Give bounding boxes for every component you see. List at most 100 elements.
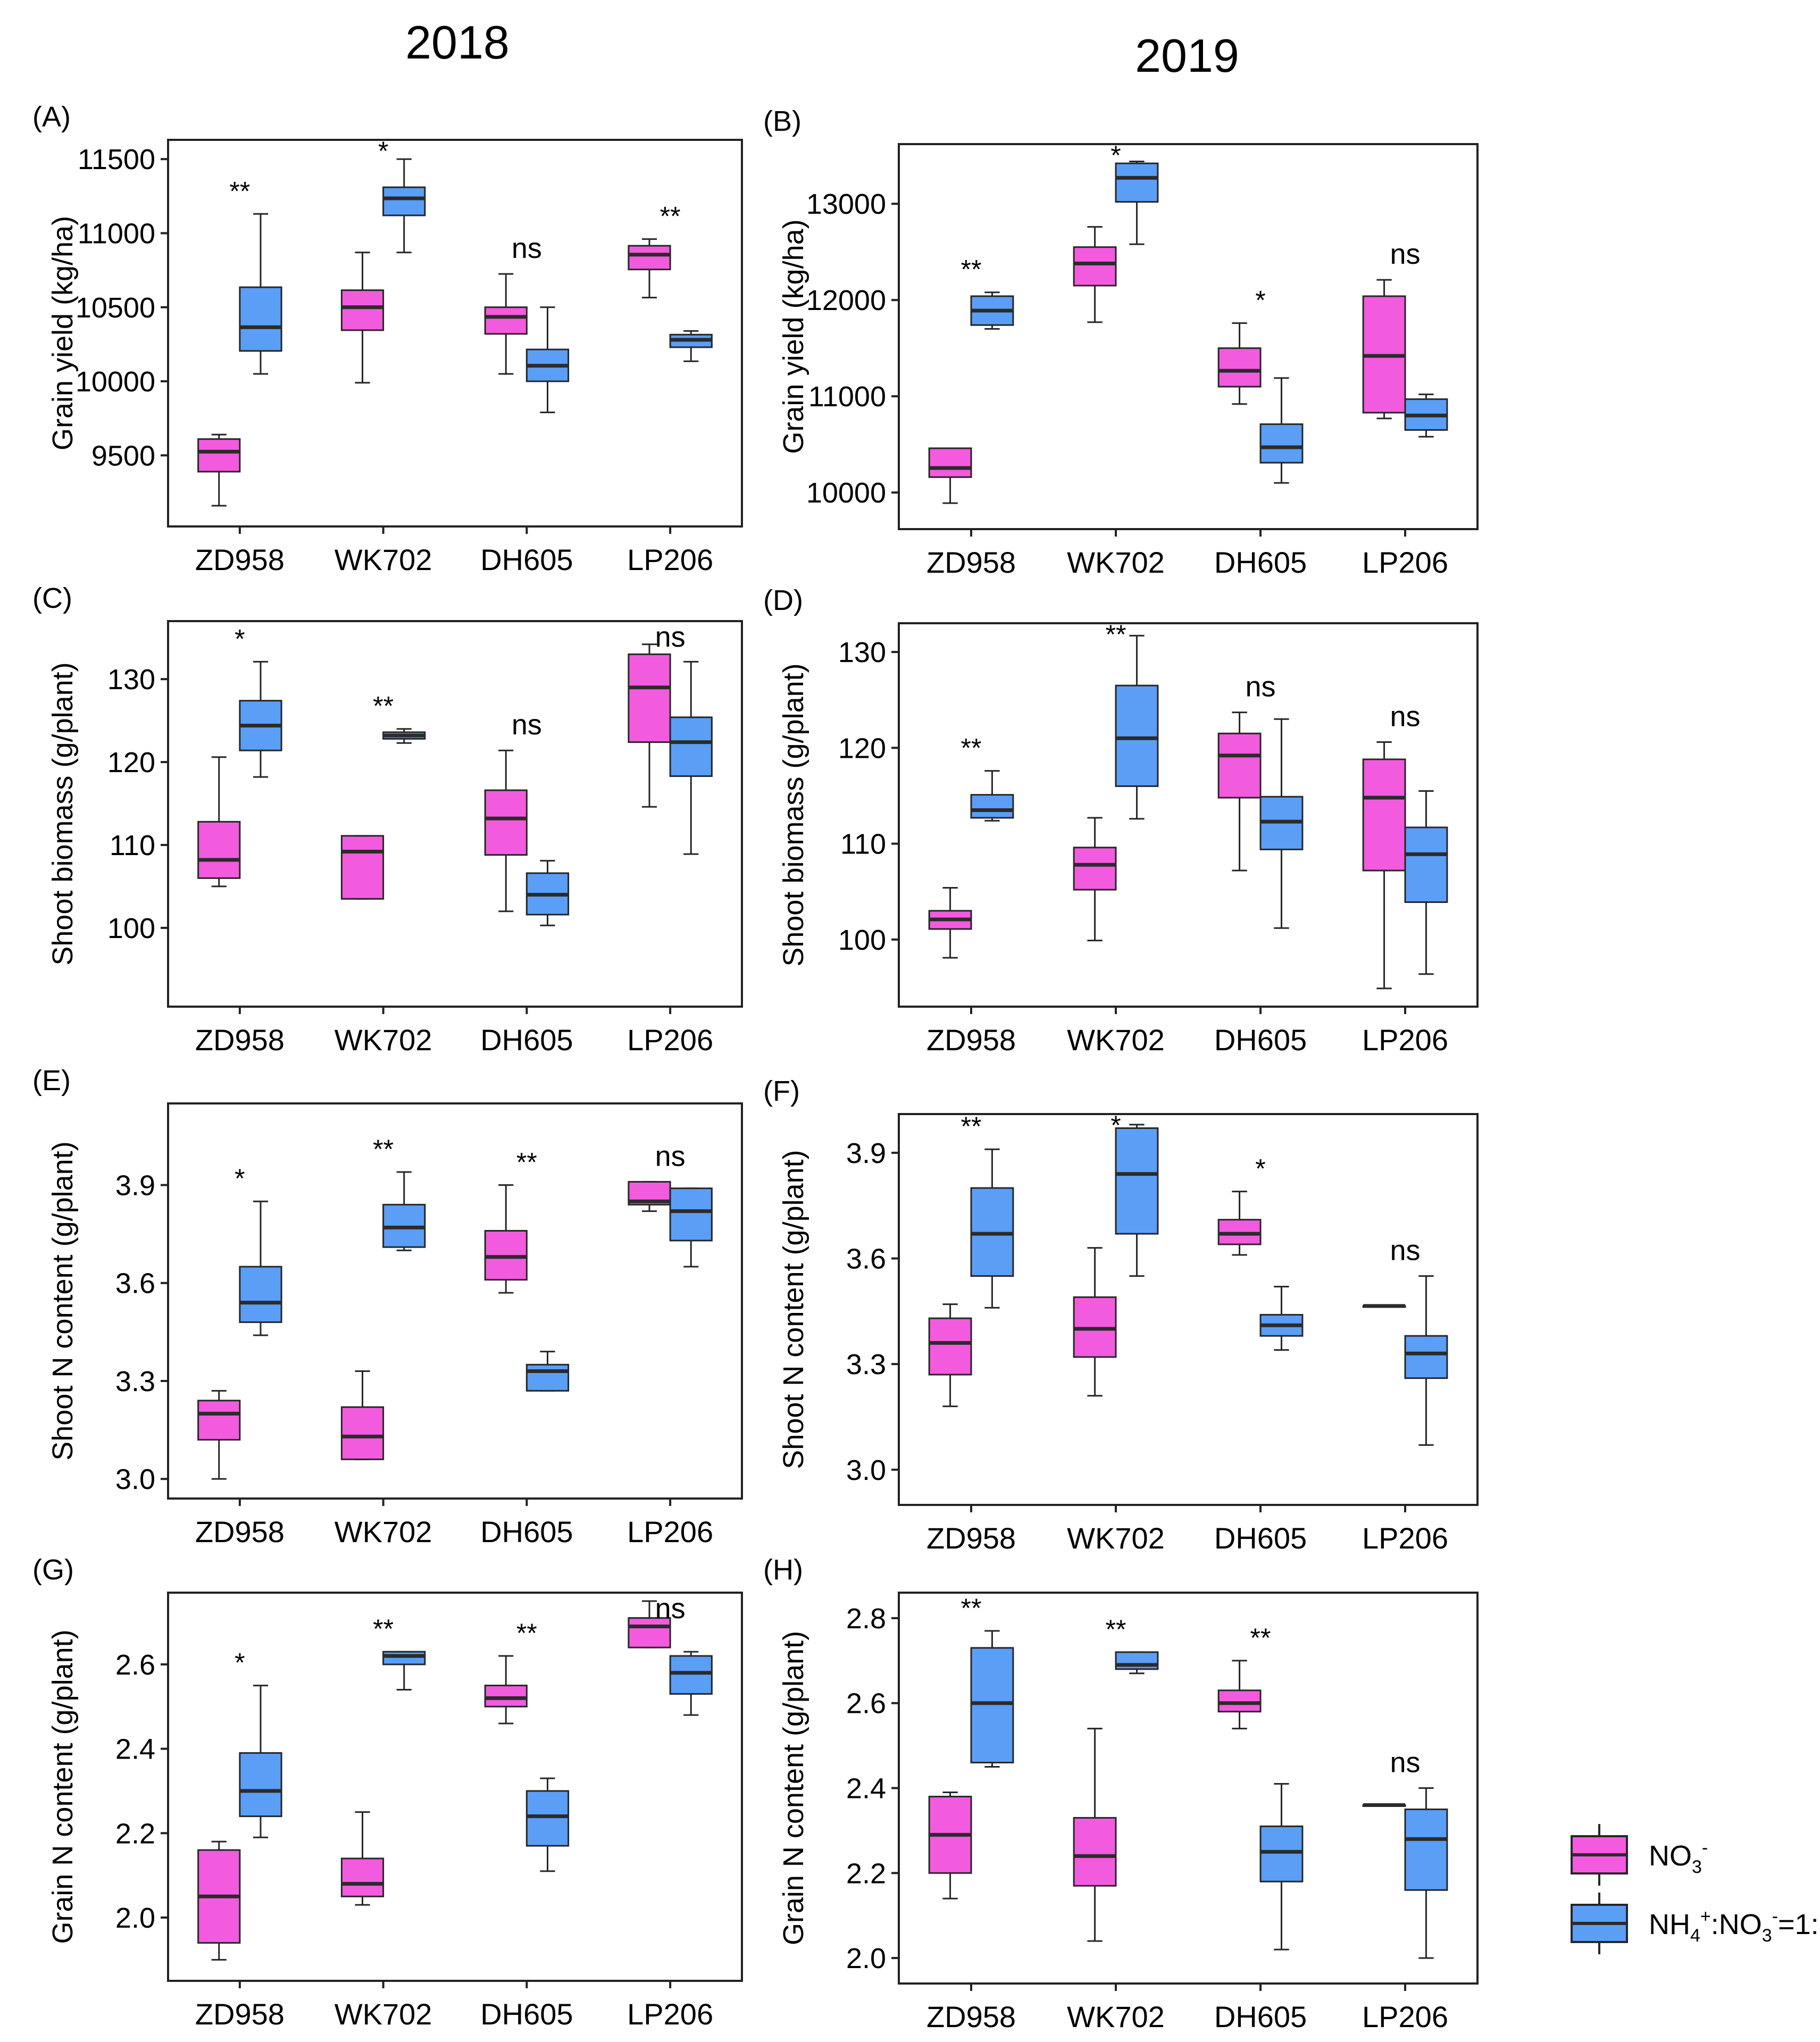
plot-frame	[167, 620, 743, 1008]
significance-label: ns	[1390, 701, 1420, 733]
box-nh4no3-lp206	[1404, 790, 1448, 975]
box-iqr	[1115, 162, 1159, 203]
x-tick-label: DH605	[1214, 2000, 1307, 2033]
box-nh4no3-lp206	[669, 330, 713, 362]
y-tick-label: 2.0	[846, 1943, 886, 1974]
box-iqr	[1217, 347, 1262, 388]
y-tick-label: 3.0	[846, 1454, 886, 1486]
box-iqr	[239, 1752, 282, 1818]
y-tick-label: 110	[840, 828, 886, 860]
y-tick-label: 12000	[806, 284, 886, 316]
box-no3-zd958	[928, 1303, 972, 1408]
box-no3-lp206	[1362, 1803, 1406, 1807]
significance-label: **	[229, 176, 250, 206]
significance-label: *	[235, 1648, 245, 1678]
box-nh4no3-dh605	[1259, 377, 1304, 484]
x-tick-label: WK702	[335, 1023, 432, 1057]
box-iqr	[1073, 1817, 1117, 1887]
y-tick-label: 3.9	[115, 1170, 155, 1202]
y-tick-label: 130	[838, 637, 886, 668]
significance-label: ns	[655, 1140, 686, 1172]
x-tick-label: DH605	[480, 543, 573, 576]
box-iqr	[1115, 684, 1159, 787]
box-nh4no3-dh605	[1259, 1285, 1304, 1351]
plot-frame	[167, 139, 743, 528]
box-no3-lp206	[628, 1181, 671, 1212]
y-tick-label: 10000	[806, 477, 886, 509]
y-tick-label: 10500	[76, 292, 155, 324]
year-title-2018: 2018	[405, 16, 510, 69]
y-tick-label: 120	[838, 732, 886, 764]
x-tick-label: LP206	[627, 1997, 713, 2031]
box-iqr	[382, 186, 426, 216]
box-iqr	[525, 1790, 570, 1847]
box-iqr	[484, 789, 528, 856]
box-no3-dh605	[1217, 322, 1262, 405]
significance-label: **	[1106, 620, 1126, 649]
box-iqr	[484, 306, 528, 335]
y-tick-label: 130	[107, 664, 155, 696]
x-tick-label: ZD958	[195, 1515, 285, 1549]
chart-panel-h: (H) 2.0 2.2 2.4 2.6 2.8 Grain N content (g/pla…	[763, 1554, 1479, 2033]
legend-label-nh4no3: NH4+:NO3-=1:1	[1649, 1906, 1820, 1946]
box-iqr	[669, 716, 713, 777]
box-no3-dh605	[484, 1655, 528, 1725]
y-tick-label: 3.3	[115, 1366, 155, 1397]
box-no3-lp206	[1362, 1304, 1406, 1308]
significance-label: ns	[512, 232, 542, 264]
x-tick-label: ZD958	[926, 1521, 1016, 1555]
box-iqr	[970, 1647, 1014, 1764]
x-tick-label: LP206	[627, 1023, 713, 1057]
y-axis-label: Grain N content (g/plant)	[778, 1631, 809, 1945]
significance-label: **	[961, 1111, 982, 1141]
box-iqr	[1217, 732, 1262, 799]
box-nh4no3-zd958	[970, 770, 1014, 822]
plot-frame	[898, 622, 1479, 1008]
box-no3-dh605	[1217, 712, 1262, 872]
box-no3-lp206	[628, 1600, 671, 1648]
y-tick-label: 2.2	[846, 1857, 886, 1889]
y-axis-label: Shoot N content (g/plant)	[47, 1141, 79, 1460]
box-nh4no3-lp206	[1404, 394, 1448, 438]
box-no3-wk702	[340, 252, 385, 384]
plot-frame	[898, 143, 1479, 530]
box-iqr	[1404, 826, 1448, 903]
chart-panel-c: (C) 100 110 120 130 Shoot biomass (g/plant) ZD…	[32, 582, 743, 1057]
box-nh4no3-wk702	[382, 1171, 426, 1251]
box-nh4no3-wk702	[1115, 1124, 1159, 1277]
box-nh4no3-zd958	[970, 1630, 1014, 1768]
x-tick-label: ZD958	[926, 546, 1016, 579]
box-iqr	[484, 1685, 528, 1708]
box-iqr	[197, 438, 241, 473]
y-axis-label: Shoot biomass (g/plant)	[778, 663, 809, 966]
significance-label: *	[235, 624, 245, 654]
box-nh4no3-lp206	[1404, 1275, 1448, 1446]
box-no3-dh605	[484, 1184, 528, 1294]
box-no3-lp206	[628, 643, 671, 808]
chart-panel-d: (D) 100 110 120 130 Shoot biomass (g/plant) ZD…	[763, 584, 1479, 1057]
y-tick-label: 3.9	[846, 1137, 886, 1169]
box-nh4no3-zd958	[970, 291, 1014, 330]
significance-label: ns	[1390, 1235, 1420, 1267]
y-tick-label: 13000	[806, 188, 886, 220]
box-iqr	[197, 821, 241, 879]
x-tick-label: DH605	[1214, 1023, 1307, 1057]
significance-label: **	[373, 1614, 394, 1644]
box-no3-wk702	[340, 835, 385, 900]
year-title-2019: 2019	[1135, 29, 1239, 82]
significance-label: **	[516, 1148, 537, 1177]
plot-frame	[167, 1102, 743, 1500]
y-axis-label: Shoot biomass (g/plant)	[47, 662, 79, 965]
box-no3-wk702	[340, 1370, 385, 1460]
box-iqr	[525, 1363, 570, 1392]
box-no3-dh605	[484, 749, 528, 913]
x-tick-label: LP206	[1362, 1023, 1448, 1057]
box-no3-wk702	[1073, 1247, 1117, 1397]
box-nh4no3-zd958	[970, 1148, 1014, 1309]
significance-label: *	[378, 136, 388, 166]
y-tick-label: 120	[107, 747, 155, 779]
x-tick-label: LP206	[1362, 546, 1448, 579]
box-nh4no3-zd958	[239, 1685, 282, 1838]
